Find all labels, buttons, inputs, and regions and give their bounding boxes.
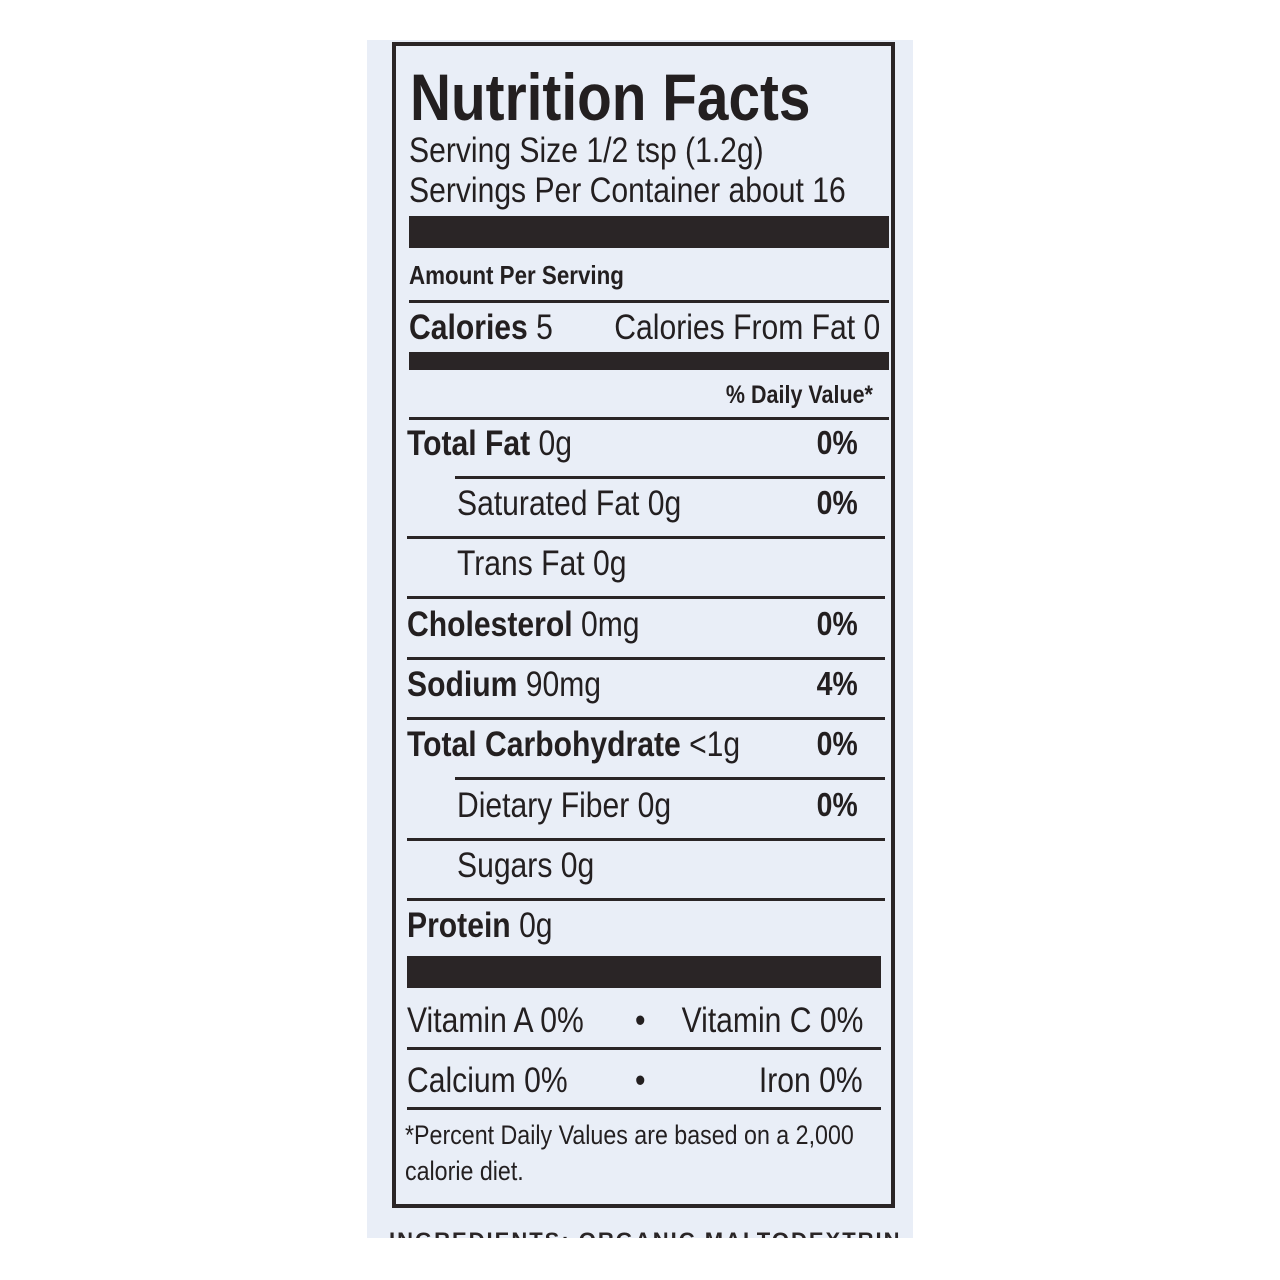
thick-divider: [409, 352, 889, 370]
footnote-line-1: *Percent Daily Values are based on a 2,0…: [405, 1120, 854, 1150]
nutrient-label: Dietary Fiber: [457, 786, 630, 825]
bullet: •: [635, 1061, 646, 1100]
divider: [409, 300, 889, 303]
nutrient-row: Total Carbohydrate <1g: [407, 727, 740, 762]
daily-value-percent: 0%: [816, 484, 858, 521]
divider: [407, 838, 885, 841]
nutrient-amount: 0g: [637, 786, 672, 825]
serving-size: Serving Size 1/2 tsp (1.2g): [409, 131, 764, 170]
daily-value-percent: 0%: [816, 424, 858, 461]
daily-value-percent: 0%: [816, 786, 858, 823]
nutrient-row: Cholesterol 0mg: [407, 607, 640, 642]
nutrition-facts-label: [392, 42, 895, 1208]
divider: [407, 1107, 881, 1110]
daily-value-header: % Daily Value*: [725, 381, 873, 409]
daily-value-percent: 0%: [816, 725, 858, 762]
label-title: Nutrition Facts: [410, 60, 811, 134]
servings-per-container: Servings Per Container about 16: [409, 171, 846, 210]
calories-value: 5: [536, 308, 553, 347]
thick-divider: [409, 216, 889, 248]
nutrient-label: Sugars: [457, 846, 553, 885]
bullet: •: [635, 1001, 646, 1040]
nutrient-amount: 0mg: [580, 605, 640, 644]
iron: Iron 0%: [759, 1061, 863, 1100]
nutrient-amount: 0g: [538, 424, 573, 463]
vitamin-c: Vitamin C 0%: [681, 1001, 863, 1040]
nutrient-label: Total Carbohydrate: [407, 725, 681, 764]
nutrient-row: Saturated Fat 0g: [457, 486, 681, 521]
nutrient-row: Total Fat 0g: [407, 426, 572, 461]
vitamin-a: Vitamin A 0%: [407, 1001, 584, 1040]
nutrient-label: Protein: [407, 906, 511, 945]
nutrient-row: Trans Fat 0g: [457, 546, 627, 581]
calcium: Calcium 0%: [407, 1061, 568, 1100]
amount-per-serving: Amount Per Serving: [409, 260, 624, 290]
nutrient-amount: 0g: [593, 544, 627, 583]
package-background: Nutrition Facts Serving Size 1/2 tsp (1.…: [367, 40, 913, 1238]
divider: [455, 476, 885, 479]
nutrient-label: Trans Fat: [457, 544, 585, 583]
nutrient-label: Saturated Fat: [457, 484, 640, 523]
nutrient-label: Total Fat: [407, 424, 531, 463]
footnote-line-2: calorie diet.: [405, 1156, 524, 1186]
divider: [455, 777, 885, 780]
nutrient-row: Sugars 0g: [457, 848, 594, 883]
divider: [407, 717, 885, 720]
divider: [407, 536, 885, 539]
nutrient-amount: 90mg: [525, 665, 602, 704]
divider: [409, 417, 889, 420]
daily-value-percent: 0%: [816, 605, 858, 642]
nutrient-row: Protein 0g: [407, 908, 553, 943]
nutrient-amount: 0g: [647, 484, 682, 523]
nutrient-row: Dietary Fiber 0g: [457, 788, 671, 823]
ingredients-partial: INGREDIENTS: ORGANIC MALTODEXTRIN, SEA: [389, 1228, 913, 1238]
nutrient-label: Sodium: [407, 665, 518, 704]
nutrient-amount: 0g: [560, 846, 595, 885]
divider: [407, 898, 885, 901]
calories-label: Calories: [409, 308, 528, 347]
divider: [407, 1047, 881, 1050]
daily-value-percent: 4%: [816, 665, 858, 702]
divider: [407, 657, 885, 660]
nutrient-row: Sodium 90mg: [407, 667, 601, 702]
nutrient-amount: <1g: [689, 725, 741, 764]
thick-divider: [407, 956, 881, 988]
divider: [407, 596, 885, 599]
calories-from-fat: Calories From Fat 0: [614, 308, 880, 347]
nutrient-amount: 0g: [519, 906, 553, 945]
nutrient-label: Cholesterol: [407, 605, 573, 644]
